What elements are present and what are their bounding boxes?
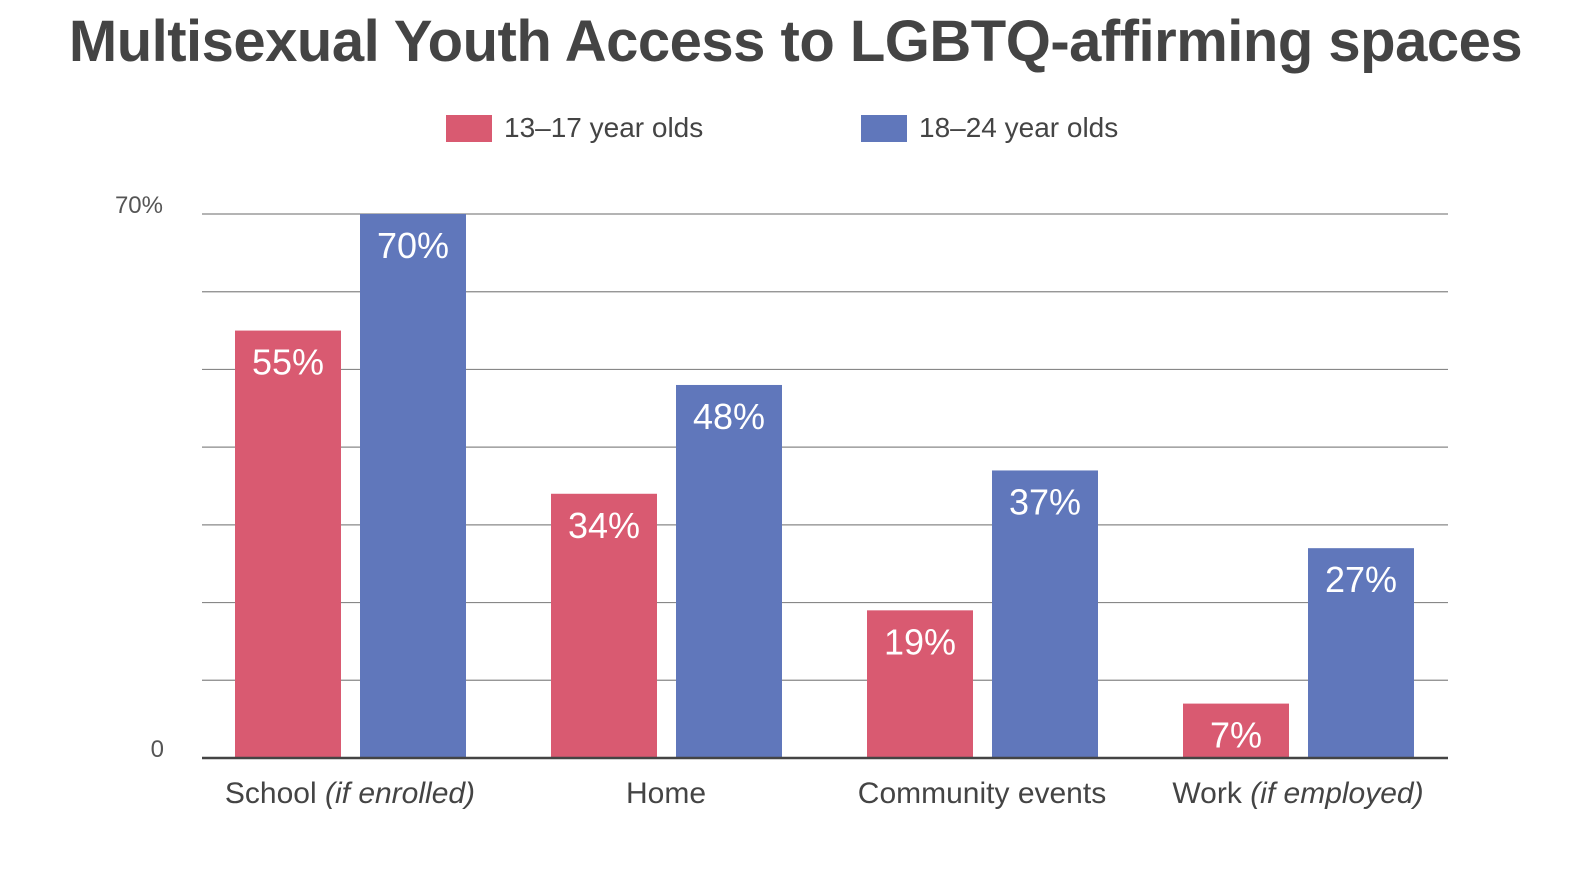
bar-18-24 <box>676 384 782 758</box>
x-category-label: Work (if employed) <box>1172 777 1423 810</box>
bar-value-label: 7% <box>1210 715 1262 756</box>
bar-value-label: 70% <box>377 225 449 266</box>
bar-value-label: 19% <box>884 621 956 662</box>
x-category-label: Home <box>626 777 706 810</box>
legend-label-18-24: 18–24 year olds <box>919 112 1119 143</box>
legend: 13–17 year olds 18–24 year olds <box>0 108 1591 148</box>
bar-13-17 <box>551 493 657 758</box>
bar-value-label: 27% <box>1325 559 1397 600</box>
bar-value-label: 55% <box>252 342 324 383</box>
legend-label-13-17: 13–17 year olds <box>504 112 704 143</box>
bar-18-24 <box>992 470 1098 758</box>
legend-swatch-18-24 <box>861 114 907 142</box>
bar-18-24 <box>1308 548 1414 758</box>
chart-title: Multisexual Youth Access to LGBTQ-affirm… <box>68 9 1523 74</box>
y-tick-label: 70% <box>115 192 163 219</box>
x-category-label: Community events <box>858 777 1106 810</box>
legend-swatch-13-17 <box>446 114 492 142</box>
legend-item-18-24: 18–24 year olds <box>861 108 1118 148</box>
bar-18-24 <box>360 214 466 758</box>
bar-13-17 <box>235 330 341 758</box>
bar-value-label: 48% <box>693 396 765 437</box>
bar-13-17 <box>1183 703 1289 758</box>
bar-value-label: 34% <box>568 505 640 546</box>
bar-value-label: 37% <box>1009 481 1081 522</box>
bar-13-17 <box>867 610 973 758</box>
legend-item-13-17: 13–17 year olds <box>446 108 703 148</box>
y-tick-label: 0 <box>151 736 164 763</box>
x-category-label: School (if enrolled) <box>225 777 475 810</box>
